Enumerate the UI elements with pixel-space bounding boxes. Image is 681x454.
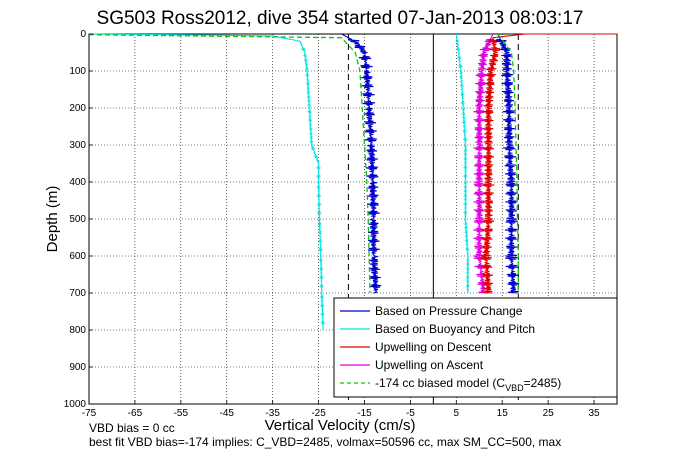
y-tick-label: 900 bbox=[69, 362, 86, 373]
x-tick-label: -25 bbox=[311, 408, 326, 419]
y-axis: 0 100 200 300 400 500 600 700 800 900 1000 bbox=[64, 29, 93, 410]
y-tick-label: 400 bbox=[69, 177, 86, 188]
y-tick-label: 0 bbox=[80, 29, 86, 40]
x-tick-label: -15 bbox=[357, 408, 372, 419]
x-tick-label: -55 bbox=[174, 408, 189, 419]
x-tick-label: -5 bbox=[406, 408, 415, 419]
x-tick-label: 15 bbox=[497, 408, 509, 419]
footer-line-2: best fit VBD bias=-174 implies: C_VBD=24… bbox=[89, 435, 561, 449]
legend-label-model-sub: VBD bbox=[505, 383, 524, 393]
y-axis-label: Depth (m) bbox=[44, 186, 61, 253]
series-group bbox=[88, 33, 617, 331]
chart-title: SG503 Ross2012, dive 354 started 07-Jan-… bbox=[97, 8, 584, 29]
series-line-pressure_descent bbox=[341, 33, 382, 294]
y-tick-label: 100 bbox=[69, 66, 86, 77]
x-tick-label: 5 bbox=[454, 408, 460, 419]
series-line-pressure_ascent bbox=[496, 33, 520, 294]
y-tick-label: 800 bbox=[69, 325, 86, 336]
x-tick-label: -45 bbox=[220, 408, 235, 419]
legend: Based on Pressure Change Based on Buoyan… bbox=[333, 297, 618, 398]
legend-label-model-suffix: =2485) bbox=[524, 376, 562, 390]
legend-label-model: -174 cc biased model (CVBD=2485) bbox=[375, 376, 561, 393]
legend-label-buoyancy: Based on Buoyancy and Pitch bbox=[375, 322, 535, 336]
series-line-model_descent bbox=[88, 34, 371, 294]
legend-label-model-main: -174 cc biased model (C bbox=[375, 376, 505, 390]
legend-box bbox=[333, 297, 618, 398]
series-line-upwelling_ascent bbox=[472, 33, 495, 294]
footer-line-1: VBD bias = 0 cc bbox=[89, 421, 175, 435]
series-line-model_ascent bbox=[497, 33, 519, 293]
x-tick-label: -35 bbox=[265, 408, 280, 419]
x-axis-label: Vertical Velocity (cm/s) bbox=[265, 417, 416, 434]
x-tick-label: -75 bbox=[82, 408, 97, 419]
y-tick-label: 300 bbox=[69, 140, 86, 151]
x-tick-label: 25 bbox=[543, 408, 555, 419]
series-line-buoyancy_descent bbox=[88, 33, 326, 331]
series-line-buoyancy_ascent bbox=[455, 33, 471, 294]
legend-label-pressure: Based on Pressure Change bbox=[375, 304, 523, 318]
legend-label-upwelling-descent: Upwelling on Descent bbox=[375, 340, 492, 354]
series-line-upwelling_descent bbox=[479, 33, 617, 294]
y-tick-label: 500 bbox=[69, 214, 86, 225]
legend-entry-upwelling-ascent: Upwelling on Ascent bbox=[340, 358, 484, 372]
x-tick-label: 35 bbox=[588, 408, 600, 419]
y-tick-label: 200 bbox=[69, 103, 86, 114]
legend-entry-model: -174 cc biased model (CVBD=2485) bbox=[340, 376, 561, 393]
y-tick-label: 1000 bbox=[64, 399, 87, 410]
legend-entry-upwelling-descent: Upwelling on Descent bbox=[340, 340, 492, 354]
y-tick-label: 600 bbox=[69, 251, 86, 262]
y-tick-label: 700 bbox=[69, 288, 86, 299]
legend-label-upwelling-ascent: Upwelling on Ascent bbox=[375, 358, 484, 372]
x-tick-label: -65 bbox=[128, 408, 143, 419]
x-axis: -75 -65 -55 -45 -35 -25 -15 -5 5 15 25 35 bbox=[82, 400, 600, 419]
legend-entry-pressure: Based on Pressure Change bbox=[340, 304, 523, 318]
legend-entry-buoyancy: Based on Buoyancy and Pitch bbox=[340, 322, 535, 336]
